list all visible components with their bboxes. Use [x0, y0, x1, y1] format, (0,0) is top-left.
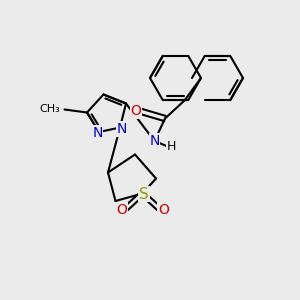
Text: N: N	[92, 126, 103, 140]
Text: CH₃: CH₃	[39, 104, 60, 115]
Text: N: N	[149, 134, 160, 148]
Text: N: N	[116, 122, 127, 136]
Text: H: H	[166, 140, 176, 153]
Text: O: O	[130, 104, 141, 118]
Text: S: S	[139, 187, 149, 202]
Text: O: O	[158, 203, 169, 217]
Text: O: O	[116, 203, 127, 217]
